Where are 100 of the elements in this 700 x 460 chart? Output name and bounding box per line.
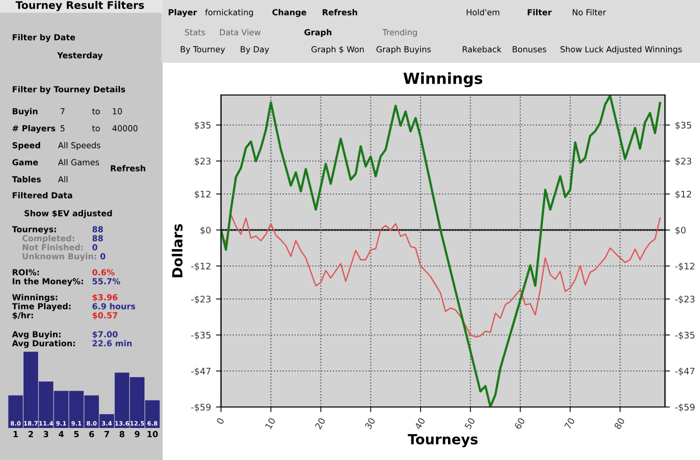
text: Filtered Data [12, 192, 72, 198]
text: Data View [220, 29, 260, 36]
y-axis-title: Dollars [172, 224, 183, 278]
text: Trending [382, 29, 417, 37]
text: Rakeback [462, 46, 502, 52]
text: Player [168, 9, 198, 17]
text: Graph $ Won [311, 46, 364, 54]
text: 88 [92, 235, 103, 242]
text: Change [272, 9, 306, 17]
text: $3.96 [92, 294, 118, 302]
text: No Filter [572, 9, 606, 16]
text: Speed [12, 142, 40, 150]
text: Filter [528, 9, 552, 16]
text: $0.57 [92, 312, 118, 320]
text: 0.6% [92, 269, 114, 276]
text: Game [12, 159, 38, 166]
text: Tourney Result Filters [16, 0, 144, 12]
x-tick-label: 50 [464, 417, 476, 430]
y2-tick-label: -$35 [675, 332, 694, 340]
text: Hold'em [466, 9, 500, 16]
text: 0 [100, 253, 106, 260]
text: All Games [58, 159, 100, 166]
text: 88 [92, 226, 103, 232]
y-tick-label: $0 [200, 226, 211, 235]
y-tick-label: -$59 [191, 404, 211, 412]
y-tick-label: -$12 [191, 262, 210, 271]
y-tick-label: $23 [194, 158, 211, 166]
text: By Tourney [180, 46, 225, 54]
text: 40000 [112, 125, 138, 132]
text: 10 [112, 108, 122, 114]
text: By Day [240, 46, 270, 54]
text: 7 [60, 108, 65, 114]
text: Graph [304, 29, 332, 37]
chart-title: Winnings [403, 72, 482, 88]
y2-tick-label: -$59 [675, 404, 695, 412]
y2-tick-label: -$12 [675, 262, 694, 271]
text: In the Money%: [12, 278, 83, 286]
text: to [92, 126, 100, 132]
x-tick-label: 3 [44, 430, 48, 438]
y-tick-label: -$47 [191, 368, 211, 376]
y2-tick-label: $12 [675, 190, 692, 199]
text: # Players [12, 125, 56, 133]
x-tick-label: 30 [364, 417, 376, 430]
x-tick-label: 0 [216, 417, 224, 425]
y2-tick-label: $0 [675, 226, 686, 235]
text: Show $EV adjusted [24, 210, 112, 218]
text: Avg Duration: [12, 340, 75, 348]
x-tick-label: 6 [89, 430, 94, 438]
x-tick-label: 1 [14, 431, 18, 438]
x-tick-label: 4 [58, 431, 64, 438]
text: All Speeds [58, 142, 100, 150]
x-tick-label: 7 [104, 431, 110, 438]
x-tick-label: 5 [74, 431, 79, 438]
text: fornickating [205, 9, 253, 17]
text: Filter by Date [12, 34, 76, 42]
text: Bonuses [512, 46, 546, 52]
x-tick-label: 9 [134, 430, 140, 438]
text: Refresh [110, 165, 146, 172]
text: ROI%: [12, 269, 39, 276]
text: Buyin [12, 108, 38, 116]
x-tick-label: 20 [314, 417, 326, 430]
y2-tick-label: $35 [675, 122, 692, 130]
text: 6.9 hours [92, 303, 136, 310]
y2-tick-label: $23 [675, 158, 692, 166]
text: Tourneys: [12, 226, 56, 234]
text: Filter by Tourney Details [12, 86, 126, 94]
text: 0 [92, 244, 98, 250]
x-tick-label: 60 [514, 417, 526, 430]
y2-tick-label: -$47 [675, 368, 694, 376]
x-tick-label: 70 [564, 417, 576, 430]
x-axis-title: Tourneys [408, 434, 478, 448]
y-tick-label: $35 [194, 122, 210, 130]
x-tick-label: 80 [614, 417, 625, 430]
y-tick-label: -$35 [191, 332, 210, 340]
text: 5 [60, 125, 64, 132]
x-tick-label: 10 [264, 417, 276, 430]
x-tick-label: 40 [414, 417, 426, 430]
text: 55.7% [92, 278, 120, 284]
text: Time Played: [12, 303, 71, 311]
text: $7.00 [92, 331, 118, 338]
x-tick-label: 8 [120, 430, 124, 438]
text: Winnings: [12, 294, 58, 302]
y2-tick-label: -$23 [675, 296, 694, 304]
y-tick-label: -$23 [191, 296, 211, 304]
y-tick-label: $12 [194, 190, 210, 199]
text: Not Finished: [22, 244, 83, 250]
text: Yesterday [57, 52, 103, 60]
text: Show Luck Adjusted Winnings [560, 46, 682, 54]
x-tick-label: 10 [148, 430, 158, 438]
text: Graph Buyins [376, 46, 431, 54]
x-tick-label: 2 [28, 430, 33, 438]
text: Tables [12, 176, 41, 182]
text: Stats [185, 29, 206, 36]
text: All [58, 176, 68, 182]
text: Unknown Buyin: [22, 253, 96, 261]
text: Refresh [322, 9, 358, 16]
text: Avg Buyin: [12, 331, 61, 339]
text: 22.6 min [92, 340, 132, 346]
text: to [92, 108, 100, 114]
text: Completed: [22, 235, 74, 243]
